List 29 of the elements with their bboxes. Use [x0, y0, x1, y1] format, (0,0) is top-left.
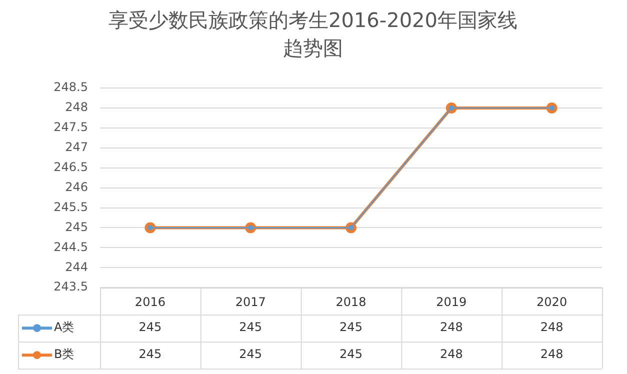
legend-label: B类 [54, 347, 74, 362]
x-tick-label: 2017 [235, 294, 266, 309]
data-label: 248 [540, 347, 564, 362]
data-label: 248 [540, 320, 564, 334]
y-tick-label: 243.5 [54, 280, 88, 294]
y-tick-label: 244 [65, 260, 88, 274]
y-tick-label: 245 [65, 220, 88, 234]
y-tick-label: 245.5 [54, 200, 88, 214]
data-label: 248 [440, 320, 463, 334]
y-tick-label: 248 [65, 100, 88, 114]
y-tick-label: 247.5 [54, 120, 88, 134]
x-tick-label: 2018 [336, 294, 366, 309]
x-tick-label: 2020 [536, 294, 568, 309]
y-tick-label: 248.5 [54, 80, 88, 94]
y-tick-label: 247 [65, 140, 88, 154]
chart-title: 享受少数民族政策的考生2016-2020年国家线趋势图 [107, 7, 518, 62]
y-tick-label: 246 [65, 180, 88, 194]
data-label: 248 [440, 347, 463, 362]
data-label: 245 [340, 347, 362, 362]
data-label: 245 [138, 320, 162, 334]
legend-label: A类 [54, 320, 74, 334]
x-tick-label: 2016 [134, 294, 166, 309]
data-label: 245 [340, 320, 362, 334]
y-tick-label: 244.5 [54, 240, 88, 254]
y-tick-label: 246.5 [54, 160, 88, 174]
data-label: 245 [239, 320, 262, 334]
data-label: 245 [138, 347, 162, 362]
data-label: 245 [239, 347, 262, 362]
x-tick-label: 2019 [436, 294, 467, 309]
